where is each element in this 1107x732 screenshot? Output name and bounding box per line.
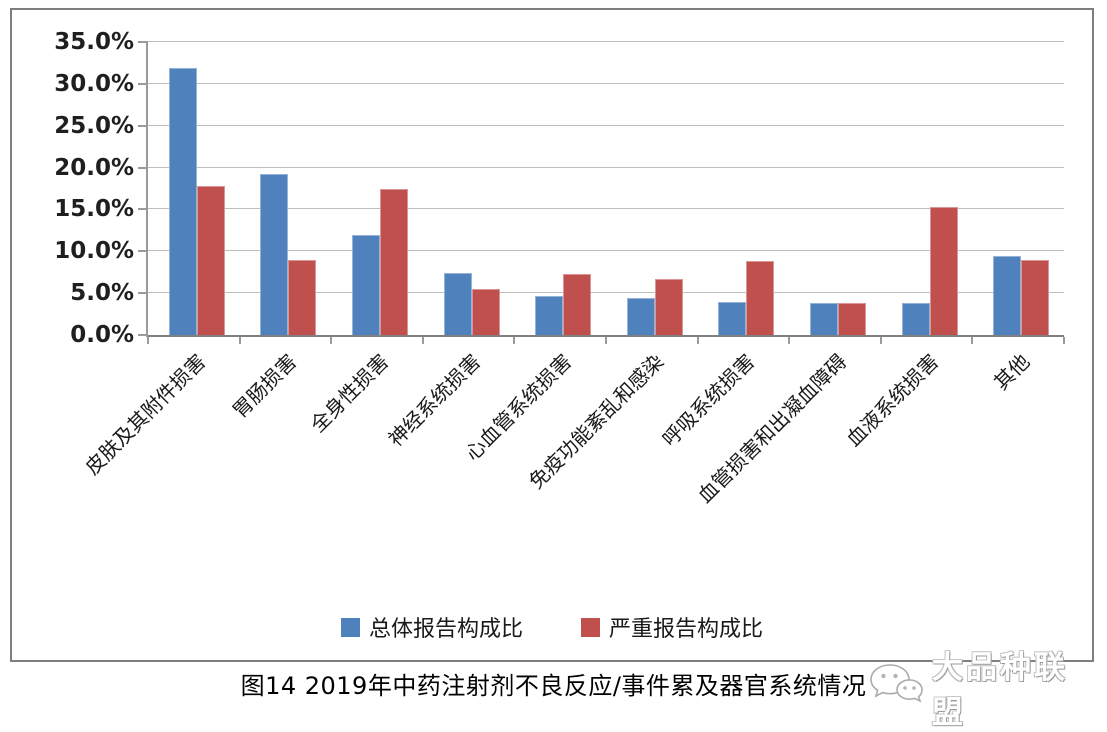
y-axis-tick <box>138 334 148 336</box>
y-axis-tick <box>138 41 148 43</box>
x-axis-tick <box>421 337 424 344</box>
bar-serious-8 <box>929 206 958 335</box>
y-axis-label: 0.0% <box>70 322 134 348</box>
legend-swatch-red-icon <box>581 617 600 637</box>
bar-serious-1 <box>288 260 317 335</box>
gridline <box>148 250 1064 252</box>
x-axis-label: 全身性损害 <box>305 349 394 437</box>
x-axis-tick <box>330 337 333 344</box>
x-axis-tick <box>238 337 241 344</box>
legend: 总体报告构成比 严重报告构成比 <box>12 611 1092 643</box>
y-axis-tick <box>138 82 148 85</box>
gridline <box>148 208 1064 210</box>
bar-total-1 <box>260 174 289 335</box>
x-axis-tick <box>605 337 607 344</box>
y-axis-label: 5.0% <box>70 280 134 307</box>
bar-total-7 <box>810 303 838 335</box>
x-axis-line <box>148 335 1064 337</box>
watermark: 大品种联盟 <box>868 642 1092 732</box>
y-axis-label: 10.0% <box>54 238 134 265</box>
gridline <box>148 41 1064 42</box>
legend-swatch-blue-icon <box>340 617 360 637</box>
y-axis-label: 35.0% <box>54 29 134 55</box>
x-axis-tick <box>879 337 882 344</box>
y-axis-label: 30.0% <box>54 70 134 97</box>
bar-total-6 <box>718 302 747 335</box>
x-axis-label: 其他 <box>989 349 1035 395</box>
bar-serious-7 <box>838 303 866 335</box>
y-axis-label: 15.0% <box>54 196 134 223</box>
legend-item-total: 总体报告构成比 <box>340 611 523 643</box>
bar-total-8 <box>901 303 930 335</box>
y-axis-tick <box>138 124 148 127</box>
bar-serious-3 <box>471 288 500 335</box>
wechat-icon <box>868 662 924 712</box>
x-axis-tick <box>971 337 974 344</box>
watermark-label: 大品种联盟 <box>932 650 1068 731</box>
gridline <box>148 292 1064 294</box>
y-axis-label: 25.0% <box>54 112 134 139</box>
bar-total-3 <box>443 273 472 335</box>
bar-serious-4 <box>563 273 592 335</box>
gridline <box>148 124 1064 126</box>
y-axis-tick <box>138 166 148 169</box>
y-axis-line <box>146 42 148 337</box>
bar-total-5 <box>626 298 655 335</box>
y-axis-label: 20.0% <box>54 154 134 181</box>
chart-frame: 总体报告构成比 严重报告构成比 大品种联盟 0.0% 5.0% 10 <box>10 8 1094 731</box>
gridline <box>148 166 1064 168</box>
bar-total-9 <box>993 256 1022 335</box>
y-axis-tick <box>138 250 148 253</box>
x-axis-label: 皮肤及其附件损害 <box>79 349 211 480</box>
x-axis-tick <box>1063 337 1065 344</box>
gridline <box>148 82 1064 84</box>
x-axis-label: 胃肠损害 <box>228 349 302 423</box>
x-axis-tick <box>513 337 516 344</box>
bar-serious-0 <box>196 185 225 335</box>
figure-caption: 图14 2019年中药注射剂不良反应/事件累及器官系统情况 <box>240 672 867 700</box>
x-axis-tick <box>696 337 699 344</box>
bar-total-4 <box>535 295 564 335</box>
bar-serious-6 <box>746 261 775 335</box>
x-axis-tick <box>788 337 791 344</box>
bar-serious-9 <box>1021 260 1050 335</box>
y-axis-tick <box>138 292 148 295</box>
bar-serious-2 <box>380 188 408 335</box>
legend-label-serious: 严重报告构成比 <box>609 617 764 642</box>
y-axis-tick <box>138 208 148 211</box>
x-axis-label: 呼吸系统损害 <box>657 349 760 452</box>
x-axis-tick <box>147 337 149 344</box>
x-axis-label: 神经系统损害 <box>383 349 485 452</box>
x-axis-label: 血液系统损害 <box>841 349 943 452</box>
bar-total-0 <box>168 67 197 335</box>
bar-serious-5 <box>654 278 683 335</box>
legend-item-serious: 严重报告构成比 <box>581 611 763 643</box>
legend-label-total: 总体报告构成比 <box>368 617 523 642</box>
bar-total-2 <box>352 234 380 335</box>
